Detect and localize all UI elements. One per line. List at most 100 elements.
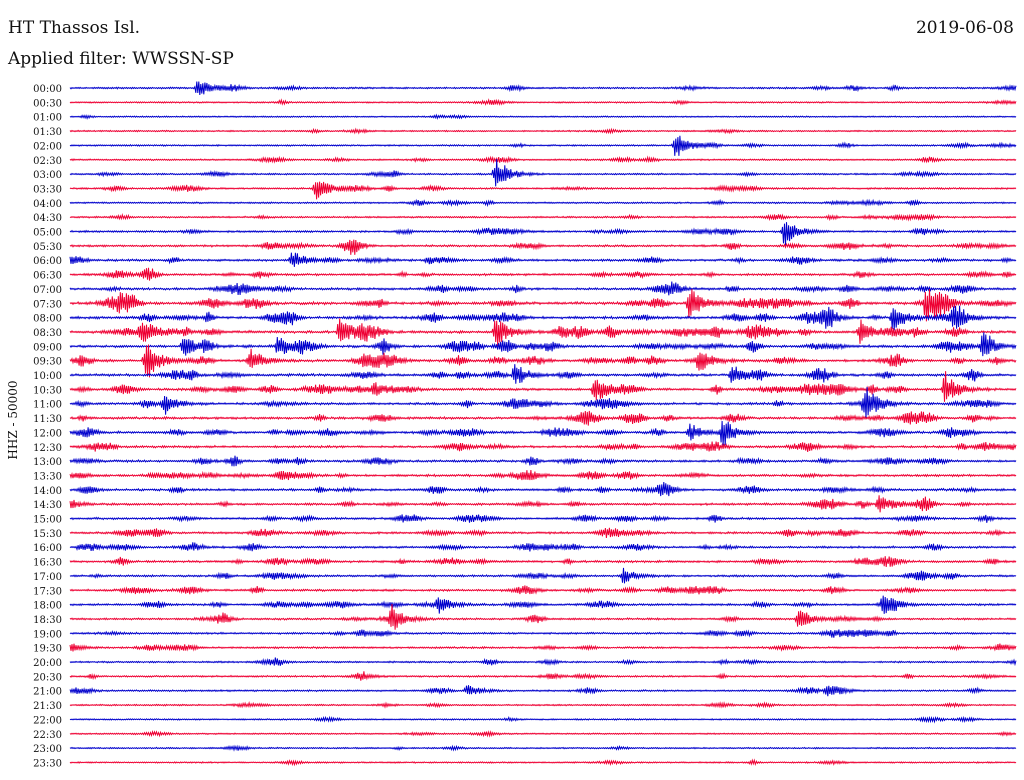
row-label: 12:30 — [33, 443, 62, 454]
trace-line — [69, 629, 1017, 638]
row-label: 18:30 — [33, 615, 62, 626]
trace-line — [69, 585, 1017, 595]
row-label: 15:30 — [33, 529, 62, 540]
row-label: 23:00 — [33, 744, 62, 755]
row-label: 01:00 — [33, 113, 62, 124]
trace-line — [69, 198, 1017, 208]
row-label: 21:30 — [33, 701, 62, 712]
row-label: 17:30 — [33, 586, 62, 597]
trace-line — [69, 567, 1017, 584]
row-label: 04:00 — [33, 199, 62, 210]
trace-line — [69, 289, 1017, 322]
trace-line — [69, 657, 1017, 667]
row-label: 16:30 — [33, 558, 62, 569]
row-label: 22:00 — [33, 715, 62, 726]
trace-line — [69, 542, 1017, 552]
trace-line — [69, 281, 1017, 296]
trace-line — [69, 685, 1017, 697]
row-label: 22:30 — [33, 730, 62, 741]
row-label: 07:30 — [33, 299, 62, 310]
trace-line — [69, 113, 1017, 120]
trace-line — [69, 758, 1017, 767]
trace-line — [69, 455, 1017, 467]
trace-line — [69, 470, 1017, 481]
row-label: 03:30 — [33, 184, 62, 195]
row-label: 10:00 — [33, 371, 62, 382]
trace-line — [69, 643, 1017, 652]
trace-line — [69, 127, 1017, 135]
row-label: 00:00 — [33, 84, 62, 95]
trace-line — [69, 212, 1017, 222]
trace-line — [69, 495, 1017, 513]
date-label: 2019-06-08 — [915, 18, 1014, 38]
row-label: 19:30 — [33, 644, 62, 655]
trace-line — [69, 410, 1017, 426]
row-label: 14:00 — [33, 486, 62, 497]
trace-line — [69, 744, 1017, 752]
trace-line — [69, 305, 1017, 331]
row-label: 12:00 — [33, 428, 62, 439]
row-label: 02:00 — [33, 141, 62, 152]
row-label: 08:00 — [33, 314, 62, 325]
row-label: 05:00 — [33, 228, 62, 239]
trace-line — [69, 98, 1017, 106]
trace-line — [69, 603, 1017, 630]
row-label: 18:00 — [33, 601, 62, 612]
trace-line — [69, 701, 1017, 709]
row-label: 23:30 — [33, 758, 62, 769]
row-label: 09:30 — [33, 357, 62, 368]
row-label: 20:30 — [33, 672, 62, 683]
filter-label: Applied filter: WWSSN-SP — [8, 49, 234, 69]
row-label: 05:30 — [33, 242, 62, 253]
row-label: 10:30 — [33, 385, 62, 396]
trace-line — [69, 222, 1017, 246]
row-label: 03:00 — [33, 170, 62, 181]
trace-line — [69, 514, 1017, 523]
row-label: 01:30 — [33, 127, 62, 138]
row-label: 08:30 — [33, 328, 62, 339]
row-label: 11:00 — [33, 400, 62, 411]
trace-line — [69, 386, 1017, 419]
trace-line — [69, 527, 1017, 538]
row-label: 13:00 — [33, 457, 62, 468]
trace-line — [69, 267, 1017, 281]
row-label: 06:00 — [33, 256, 62, 267]
trace-line — [69, 344, 1017, 378]
row-label: 14:30 — [33, 500, 62, 511]
trace-line — [69, 81, 1017, 96]
trace-line — [69, 135, 1017, 156]
trace-line — [69, 595, 1017, 614]
row-label: 19:00 — [33, 629, 62, 640]
trace-line — [69, 364, 1017, 384]
trace-line — [69, 482, 1017, 497]
row-label: 06:30 — [33, 271, 62, 282]
trace-line — [69, 252, 1017, 267]
row-label: 15:00 — [33, 515, 62, 526]
trace-line — [69, 441, 1017, 452]
row-label: 17:00 — [33, 572, 62, 583]
row-label: 20:00 — [33, 658, 62, 669]
trace-line — [69, 181, 1017, 200]
row-label: 07:00 — [33, 285, 62, 296]
traces — [69, 81, 1017, 767]
trace-line — [69, 420, 1017, 446]
trace-line — [69, 556, 1017, 567]
trace-line — [69, 239, 1017, 255]
trace-line — [69, 671, 1017, 681]
trace-line — [69, 715, 1017, 724]
row-label: 21:00 — [33, 687, 62, 698]
row-label: 02:30 — [33, 156, 62, 167]
trace-line — [69, 332, 1017, 357]
trace-line — [69, 729, 1017, 738]
row-label: 16:00 — [33, 543, 62, 554]
row-label: 04:30 — [33, 213, 62, 224]
trace-line — [69, 155, 1017, 164]
trace-line — [69, 318, 1017, 347]
row-label: 11:30 — [33, 414, 62, 425]
row-label: 09:00 — [33, 342, 62, 353]
row-label: 00:30 — [33, 98, 62, 109]
trace-line — [69, 371, 1017, 402]
trace-line — [69, 158, 1017, 187]
row-labels: 00:00 00:30 01:00 01:30 02:00 02:30 03:00 03:30… — [33, 84, 62, 769]
